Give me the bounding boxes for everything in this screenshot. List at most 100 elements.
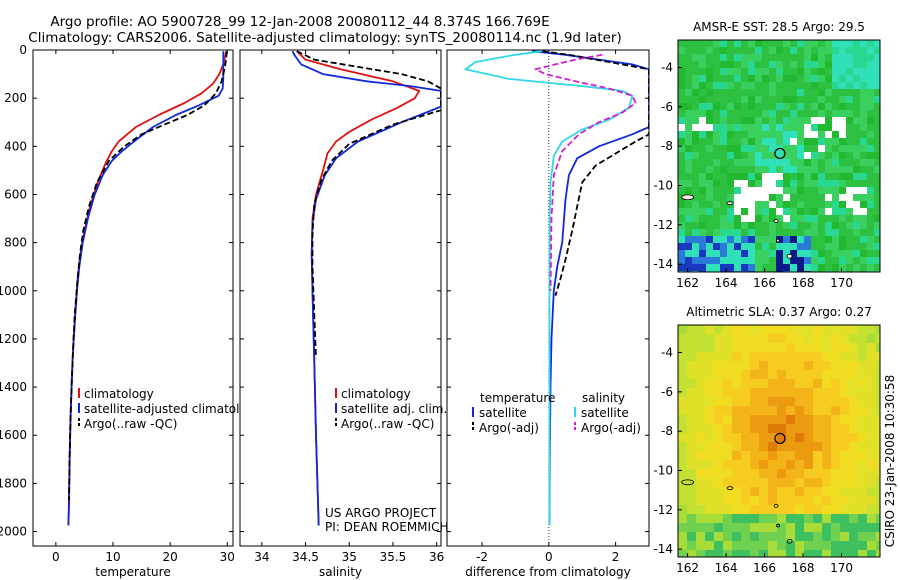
sla-map-cell <box>696 433 706 443</box>
sst-map-cell <box>804 187 812 195</box>
sla-map-cell <box>876 352 880 362</box>
sst-map-cell <box>762 208 770 216</box>
sst-map-cell <box>755 201 763 209</box>
sla-map-cell <box>822 451 832 461</box>
sst-map-cell <box>839 40 847 48</box>
sst-map-cell <box>811 152 819 160</box>
sst-map-cell <box>706 40 714 48</box>
sst-map-cell <box>818 103 826 111</box>
sla-map-cell <box>741 343 751 353</box>
sst-map-cell <box>706 103 714 111</box>
sla-map-cell <box>777 406 787 416</box>
sla-map-cell <box>678 433 688 443</box>
sst-map-cell <box>685 173 693 181</box>
sst-map-cell <box>769 131 777 139</box>
sla-map-cell <box>678 334 688 344</box>
sst-map-cell <box>720 138 728 146</box>
sst-map-cell <box>804 40 812 48</box>
sla-map-cell <box>750 370 760 380</box>
sst-map-cell <box>741 103 749 111</box>
sst-map-cell <box>874 173 880 181</box>
sla-map-cell <box>876 532 880 542</box>
sst-map-cell <box>811 47 819 55</box>
sst-map-cell <box>797 124 805 132</box>
sst-map-cell <box>776 47 784 55</box>
sla-map-cell <box>705 523 715 533</box>
sst-map-cell <box>727 215 735 223</box>
sla-map-cell <box>705 334 715 344</box>
sst-map-cell <box>825 61 833 69</box>
sst-map-cell <box>748 264 756 272</box>
sst-map-cell <box>706 166 714 174</box>
sst-map-cell <box>818 82 826 90</box>
sla-map-cell <box>795 532 805 542</box>
sst-map-cell <box>832 138 840 146</box>
sla-map-cell <box>750 505 760 515</box>
sst-map-cell <box>860 68 868 76</box>
sla-map-ytick-label: -4 <box>661 346 673 360</box>
sst-map-cell <box>720 152 728 160</box>
difference-series-salinity-satellite-line <box>464 50 634 526</box>
sla-map-cell <box>786 424 796 434</box>
sst-map-cell <box>832 131 840 139</box>
sst-map-cell <box>769 194 777 202</box>
sst-map-cell <box>867 82 875 90</box>
sst-map-cell <box>769 159 777 167</box>
sla-map-cell <box>786 397 796 407</box>
sla-map-cell <box>849 523 859 533</box>
sst-map-cell <box>804 236 812 244</box>
sst-map-cell <box>727 152 735 160</box>
temperature-legend-label: Argo(..raw -QC) <box>84 417 177 431</box>
sst-map-cell <box>811 173 819 181</box>
sst-map-cell <box>713 243 721 251</box>
sst-map-cell <box>713 166 721 174</box>
sst-map-cell <box>685 61 693 69</box>
sst-map-cell <box>839 180 847 188</box>
sla-map-cell <box>696 550 706 557</box>
sla-map-cell <box>831 397 841 407</box>
sst-map-cell <box>790 173 798 181</box>
sla-map-cell <box>804 460 814 470</box>
sla-map-cell <box>858 451 868 461</box>
sst-map-cell <box>825 103 833 111</box>
sla-map-cell <box>750 334 760 344</box>
sst-map-cell <box>727 54 735 62</box>
sst-map-cell <box>797 173 805 181</box>
sst-map-cell <box>783 194 791 202</box>
sla-map-cell <box>876 451 880 461</box>
sst-map-cell <box>846 187 854 195</box>
sst-map-cell <box>818 264 826 272</box>
sla-map-cell <box>741 397 751 407</box>
sla-map-cell <box>867 523 877 533</box>
sla-map-cell <box>687 325 697 335</box>
sst-map-cell <box>783 89 791 97</box>
sst-map-cell <box>692 110 700 118</box>
sla-map-cell <box>759 442 769 452</box>
sst-map-coastline <box>681 194 695 201</box>
sla-map-cell <box>678 505 688 515</box>
sla-map-cell <box>804 397 814 407</box>
sst-map-cell <box>832 47 840 55</box>
sst-map-cell <box>776 187 784 195</box>
sla-map-cell <box>687 424 697 434</box>
sst-map-cell <box>678 166 686 174</box>
sla-map-cell <box>813 343 823 353</box>
sst-map-cell <box>748 82 756 90</box>
difference-series-salinity-argo-adj--line <box>534 53 637 291</box>
sst-map-cell <box>867 117 875 125</box>
sst-map-cell <box>783 222 791 230</box>
sst-map-xtick-label: 168 <box>792 276 815 290</box>
sla-map-cell <box>723 433 733 443</box>
sla-map-cell <box>849 388 859 398</box>
sst-map-cell <box>720 173 728 181</box>
sla-map-cell <box>714 541 724 551</box>
temperature-series-group <box>67 51 228 526</box>
sla-map-cell <box>687 541 697 551</box>
sst-map-cell <box>776 159 784 167</box>
sst-map-cell <box>874 250 880 258</box>
sst-map-cell <box>692 145 700 153</box>
sst-map-cell <box>867 110 875 118</box>
sst-map-cell <box>685 236 693 244</box>
sla-map-cell <box>840 532 850 542</box>
sst-map-cell <box>776 243 784 251</box>
